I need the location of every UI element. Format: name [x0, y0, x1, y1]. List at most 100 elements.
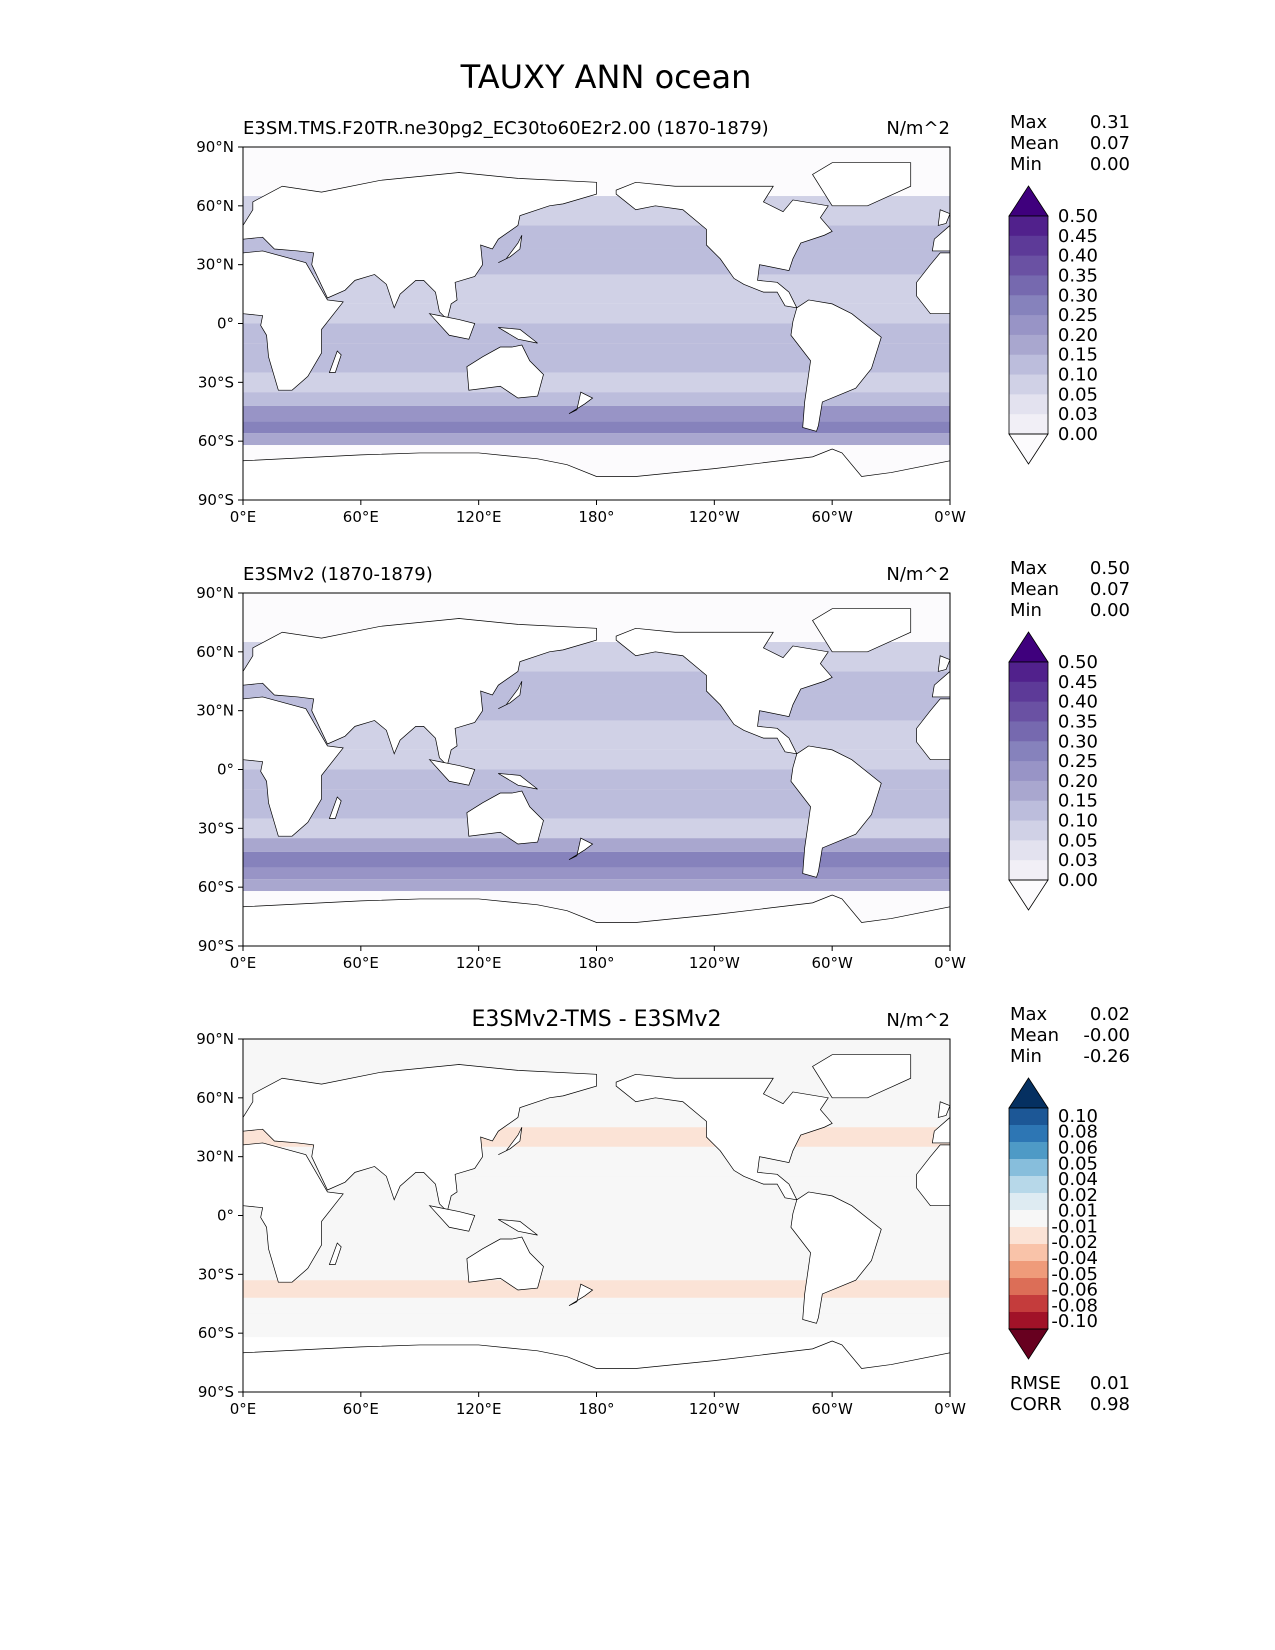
stat-value: -0.00	[1083, 1025, 1130, 1046]
coastline	[790, 299, 882, 432]
contour-band	[243, 323, 950, 344]
contour-band	[243, 421, 950, 434]
colorbar-bin	[1009, 295, 1048, 316]
colorbar-tick-label: 0.03	[1058, 850, 1098, 871]
stat-value: 0.50	[1090, 558, 1130, 579]
coastline	[498, 1127, 523, 1156]
colorbar-tick-label: 0.08	[1058, 1122, 1098, 1143]
y-tick-label: 60°S	[198, 432, 234, 450]
y-tick-label: 0°	[217, 315, 234, 333]
stat-value: 0.31	[1090, 112, 1130, 133]
x-tick-label: 60°E	[343, 508, 379, 526]
coastline	[498, 773, 538, 790]
y-tick-label: 30°N	[196, 256, 234, 274]
contour-band	[243, 720, 950, 750]
x-tick-label: 0°W	[934, 954, 966, 972]
contour-band	[243, 879, 950, 892]
stat-label: Min	[1010, 154, 1042, 175]
x-tick-label: 0°E	[230, 954, 257, 972]
x-tick-label: 120°E	[456, 1400, 502, 1418]
coastline	[812, 162, 912, 207]
colorbar-tick-label: 0.15	[1058, 791, 1098, 812]
coastline	[615, 1073, 833, 1201]
contour-band	[243, 838, 950, 852]
coastline	[242, 250, 344, 391]
stat-label: CORR	[1010, 1394, 1062, 1415]
colorbar-tick-label: 0.03	[1058, 404, 1098, 425]
x-tick-label: 60°W	[811, 954, 853, 972]
colorbar-tick-label: -0.05	[1051, 1264, 1098, 1285]
colorbar-tick-label: 0.05	[1058, 1153, 1098, 1174]
coastline	[568, 391, 594, 415]
colorbar-tick-label: 0.50	[1058, 206, 1098, 227]
x-tick-label: 0°E	[230, 1400, 257, 1418]
contour-band	[243, 303, 950, 324]
x-tick-label: 180°	[578, 954, 614, 972]
colorbar-bin	[1009, 800, 1048, 822]
colorbar-bin	[1009, 1227, 1048, 1245]
coastline	[242, 172, 597, 321]
contour-band	[243, 818, 950, 839]
stat-value: 0.01	[1090, 1373, 1130, 1394]
coastline	[242, 1064, 597, 1213]
stat-value: -0.26	[1083, 1046, 1130, 1067]
y-tick-label: 60°S	[198, 878, 234, 896]
colorbar-bin	[1009, 414, 1048, 435]
colorbar-bin	[1009, 1261, 1048, 1279]
x-tick-label: 0°E	[230, 508, 257, 526]
colorbar-tick-label: 0.10	[1058, 811, 1098, 832]
contour-band	[243, 1313, 950, 1326]
y-tick-label: 0°	[217, 761, 234, 779]
units-label: N/m^2	[886, 118, 950, 139]
colorbar-tick-label: 0.50	[1058, 652, 1098, 673]
x-tick-label: 180°	[578, 1400, 614, 1418]
colorbar: 0.100.080.060.050.040.020.01-0.01-0.02-0…	[1008, 1077, 1098, 1360]
colorbar-bin	[1009, 1312, 1048, 1330]
colorbar-bin	[1009, 354, 1048, 376]
x-tick-label: 120°E	[456, 954, 502, 972]
x-tick-label: 60°E	[343, 1400, 379, 1418]
colorbar-bin	[1009, 255, 1048, 276]
colorbar-tick-label: 0.25	[1058, 751, 1098, 772]
contour-band	[243, 274, 950, 304]
coastline	[428, 313, 476, 340]
colorbar-bin	[1009, 860, 1048, 881]
colorbar-bin	[1009, 780, 1048, 802]
colorbar-tick-label: 0.06	[1058, 1137, 1098, 1158]
y-tick-label: 30°N	[196, 702, 234, 720]
contour-band	[243, 769, 950, 790]
stat-label: Max	[1010, 558, 1048, 579]
contour-band	[243, 405, 950, 422]
coastline	[242, 618, 597, 767]
colorbar-tick-label: -0.01	[1051, 1216, 1098, 1237]
contour-band	[243, 749, 950, 770]
stat-value: 0.02	[1090, 1004, 1130, 1025]
coastline	[615, 627, 833, 755]
colorbar-tick-label: -0.08	[1051, 1295, 1098, 1316]
colorbar-tick-label: -0.02	[1051, 1232, 1098, 1253]
stat-label: Mean	[1010, 133, 1059, 154]
contour-band	[243, 1264, 950, 1281]
coastline	[328, 796, 342, 819]
colorbar-bin	[1009, 741, 1048, 762]
y-tick-label: 60°N	[196, 643, 234, 661]
colorbar-bin	[1009, 820, 1048, 841]
y-tick-label: 30°S	[198, 373, 234, 391]
coastline	[812, 608, 912, 653]
colorbar-tick-label: 0.02	[1058, 1185, 1098, 1206]
coastline	[328, 350, 342, 373]
coastline	[466, 790, 544, 845]
colorbar: 0.500.450.400.350.300.250.200.150.100.05…	[1008, 185, 1098, 465]
colorbar-tick-label: 0.10	[1058, 1106, 1098, 1127]
colorbar-bin	[1009, 394, 1048, 415]
colorbar-bin	[1009, 1295, 1048, 1313]
contour-band	[243, 392, 950, 406]
colorbar-bin	[1009, 216, 1048, 237]
contour-band	[243, 372, 950, 393]
colorbar-bin	[1009, 1142, 1048, 1160]
x-tick-label: 180°	[578, 508, 614, 526]
colorbar-bin	[1009, 275, 1048, 296]
panel-title: E3SMv2 (1870-1879)	[243, 564, 433, 585]
coastline	[790, 1191, 882, 1324]
